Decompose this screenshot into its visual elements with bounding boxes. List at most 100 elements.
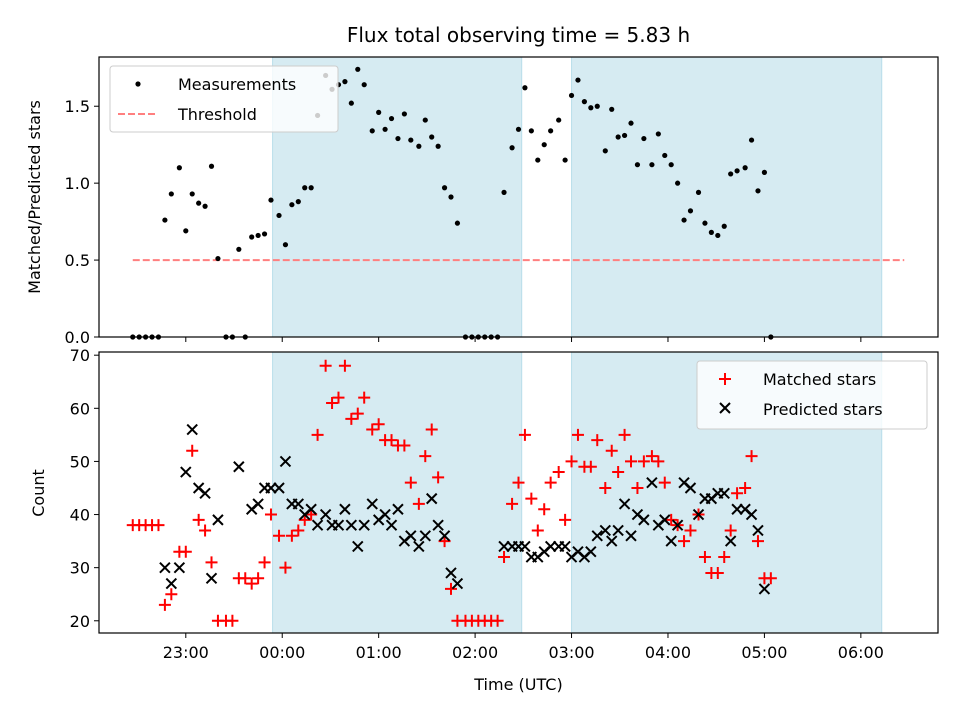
measurement-point (728, 171, 734, 177)
predicted-star-marker (451, 577, 464, 590)
legend-label-measurements: Measurements (178, 75, 296, 94)
plot-frame (98, 351, 939, 634)
predicted-star-marker (311, 519, 324, 531)
matched-star-marker (258, 556, 271, 569)
matched-star-marker (186, 444, 199, 457)
matched-star-marker (751, 535, 764, 548)
matched-star-marker (599, 481, 612, 494)
matched-star-marker (199, 524, 212, 537)
matched-star-marker (559, 513, 572, 526)
predicted-stars-series (159, 423, 771, 595)
measurement-point (641, 135, 647, 142)
predicted-star-marker (752, 524, 764, 537)
measurement-point (708, 229, 714, 235)
predicted-star-marker (345, 519, 358, 531)
measurement-point (715, 232, 721, 239)
measurement-point (268, 197, 274, 203)
predicted-star-marker (392, 503, 404, 515)
matched-star-marker (264, 508, 277, 521)
predicted-star-marker (724, 535, 737, 547)
matched-star-marker (179, 545, 192, 558)
legend-label-matched: Matched stars (763, 370, 876, 389)
matched-star-marker (731, 487, 744, 500)
predicted-star-marker (385, 519, 398, 531)
measurement-point (528, 128, 534, 134)
x-axis-ticks (185, 337, 862, 342)
x-tick-label: 06:00 (838, 643, 884, 662)
measurement-point (734, 168, 740, 174)
measurement-point (369, 128, 375, 134)
matched-star-marker (724, 524, 737, 537)
measurement-point (634, 162, 641, 168)
measurement-point (748, 137, 755, 143)
predicted-star-marker (718, 487, 730, 500)
measurement-point (302, 185, 308, 191)
matched-star-marker (332, 391, 345, 404)
measurement-point (289, 202, 295, 208)
matched-star-marker (292, 524, 305, 537)
predicted-star-marker (339, 503, 351, 515)
measurement-point (702, 220, 708, 226)
matched-star-marker (444, 582, 457, 595)
matched-star-marker (311, 428, 324, 441)
predicted-star-marker (292, 498, 305, 510)
measurement-point (621, 132, 628, 139)
matched-star-marker (158, 598, 171, 611)
measurement-point (602, 148, 608, 154)
measurement-point (501, 189, 507, 195)
matched-star-marker (658, 476, 671, 489)
matched-star-marker (678, 535, 691, 548)
matched-star-marker (745, 450, 758, 463)
measurement-point (276, 212, 282, 219)
matched-star-marker (366, 423, 379, 436)
matched-star-marker (512, 476, 525, 489)
observing-interval-band (571, 56, 883, 338)
legend-marker-predicted (719, 402, 731, 414)
matched-star-marker (226, 614, 239, 627)
measurement-point (382, 126, 388, 132)
y-axis-label: Count (29, 469, 48, 517)
matched-star-marker (631, 481, 644, 494)
predicted-star-marker (352, 540, 364, 553)
predicted-star-marker (305, 503, 317, 515)
matched-star-marker (565, 455, 578, 468)
matched-star-marker (525, 492, 538, 505)
matched-star-marker (372, 418, 385, 431)
matched-star-marker (506, 497, 519, 510)
measurement-point (388, 115, 395, 122)
matched-star-marker (345, 412, 358, 425)
predicted-star-marker (379, 508, 391, 521)
matched-star-marker (351, 407, 364, 420)
x-tick-label: 02:00 (452, 643, 498, 662)
predicted-star-marker (233, 461, 245, 473)
predicted-star-marker (606, 535, 618, 547)
matched-star-marker (698, 551, 711, 564)
measurement-point (282, 242, 289, 248)
matched-star-marker (432, 471, 445, 484)
measurement-point (376, 109, 382, 115)
measurement-point (342, 79, 348, 85)
measurement-point (435, 143, 441, 149)
y-tick-label: 0.0 (65, 328, 90, 347)
legend-marker-measurements (135, 81, 141, 87)
matched-star-marker (637, 455, 650, 468)
measurement-point (568, 92, 575, 99)
legend-label-threshold: Threshold (177, 105, 257, 124)
predicted-star-marker (173, 561, 186, 574)
predicted-star-marker (671, 519, 684, 531)
measurement-point (448, 194, 454, 200)
matched-star-marker (591, 434, 604, 447)
measurement-point (755, 188, 761, 194)
measurement-point (348, 100, 354, 106)
predicted-star-marker (438, 530, 451, 542)
x-tick-label: 03:00 (548, 643, 594, 662)
legend: Matched stars Predicted stars (696, 360, 928, 430)
predicted-star-marker (585, 546, 597, 558)
matched-star-marker (618, 428, 631, 441)
y-tick-label: 50 (70, 452, 90, 471)
measurement-point (208, 163, 215, 169)
measurement-point (454, 220, 461, 226)
matched-star-marker (358, 391, 371, 404)
y-tick-label: 30 (70, 559, 90, 578)
